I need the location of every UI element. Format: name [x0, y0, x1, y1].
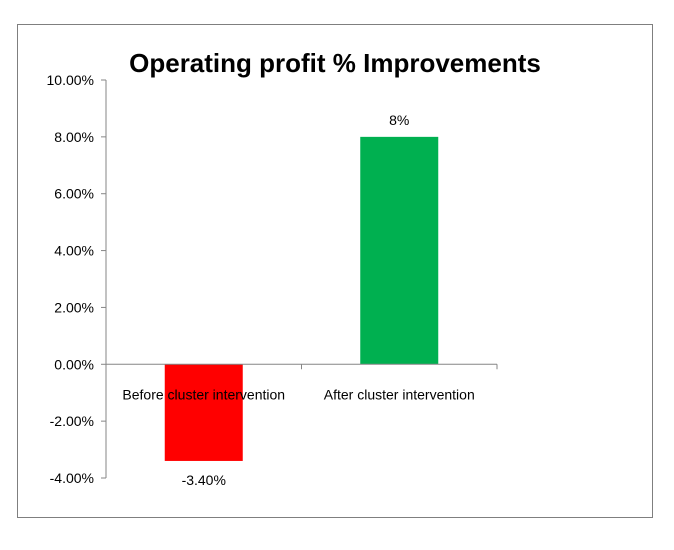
chart-title: Operating profit % Improvements: [129, 48, 541, 78]
y-tick-label: 2.00%: [54, 299, 94, 315]
data-label: -3.40%: [182, 472, 226, 488]
bar: [164, 364, 243, 461]
x-category-label: After cluster intervention: [324, 386, 475, 402]
y-tick-label: 6.00%: [54, 186, 94, 202]
x-category-label: Before cluster intervention: [122, 386, 285, 402]
y-tick-label: 4.00%: [54, 243, 94, 259]
bar: [360, 136, 439, 365]
chart-frame: [17, 24, 653, 518]
data-labels: -3.40% 8%: [182, 112, 410, 488]
y-tick-label: 8.00%: [54, 129, 94, 145]
y-tick-label: 10.00%: [47, 72, 94, 88]
y-tick-label: -4.00%: [50, 470, 94, 486]
bars: [164, 136, 439, 461]
x-axis: Before cluster intervention After cluster…: [105, 363, 498, 402]
data-label: 8%: [389, 112, 409, 128]
y-axis: 10.00% 8.00% 6.00% 4.00% 2.00% 0.00% -2.00% -4.…: [47, 72, 107, 486]
y-tick-label: -2.00%: [50, 413, 94, 429]
y-tick-label: 0.00%: [54, 356, 94, 372]
